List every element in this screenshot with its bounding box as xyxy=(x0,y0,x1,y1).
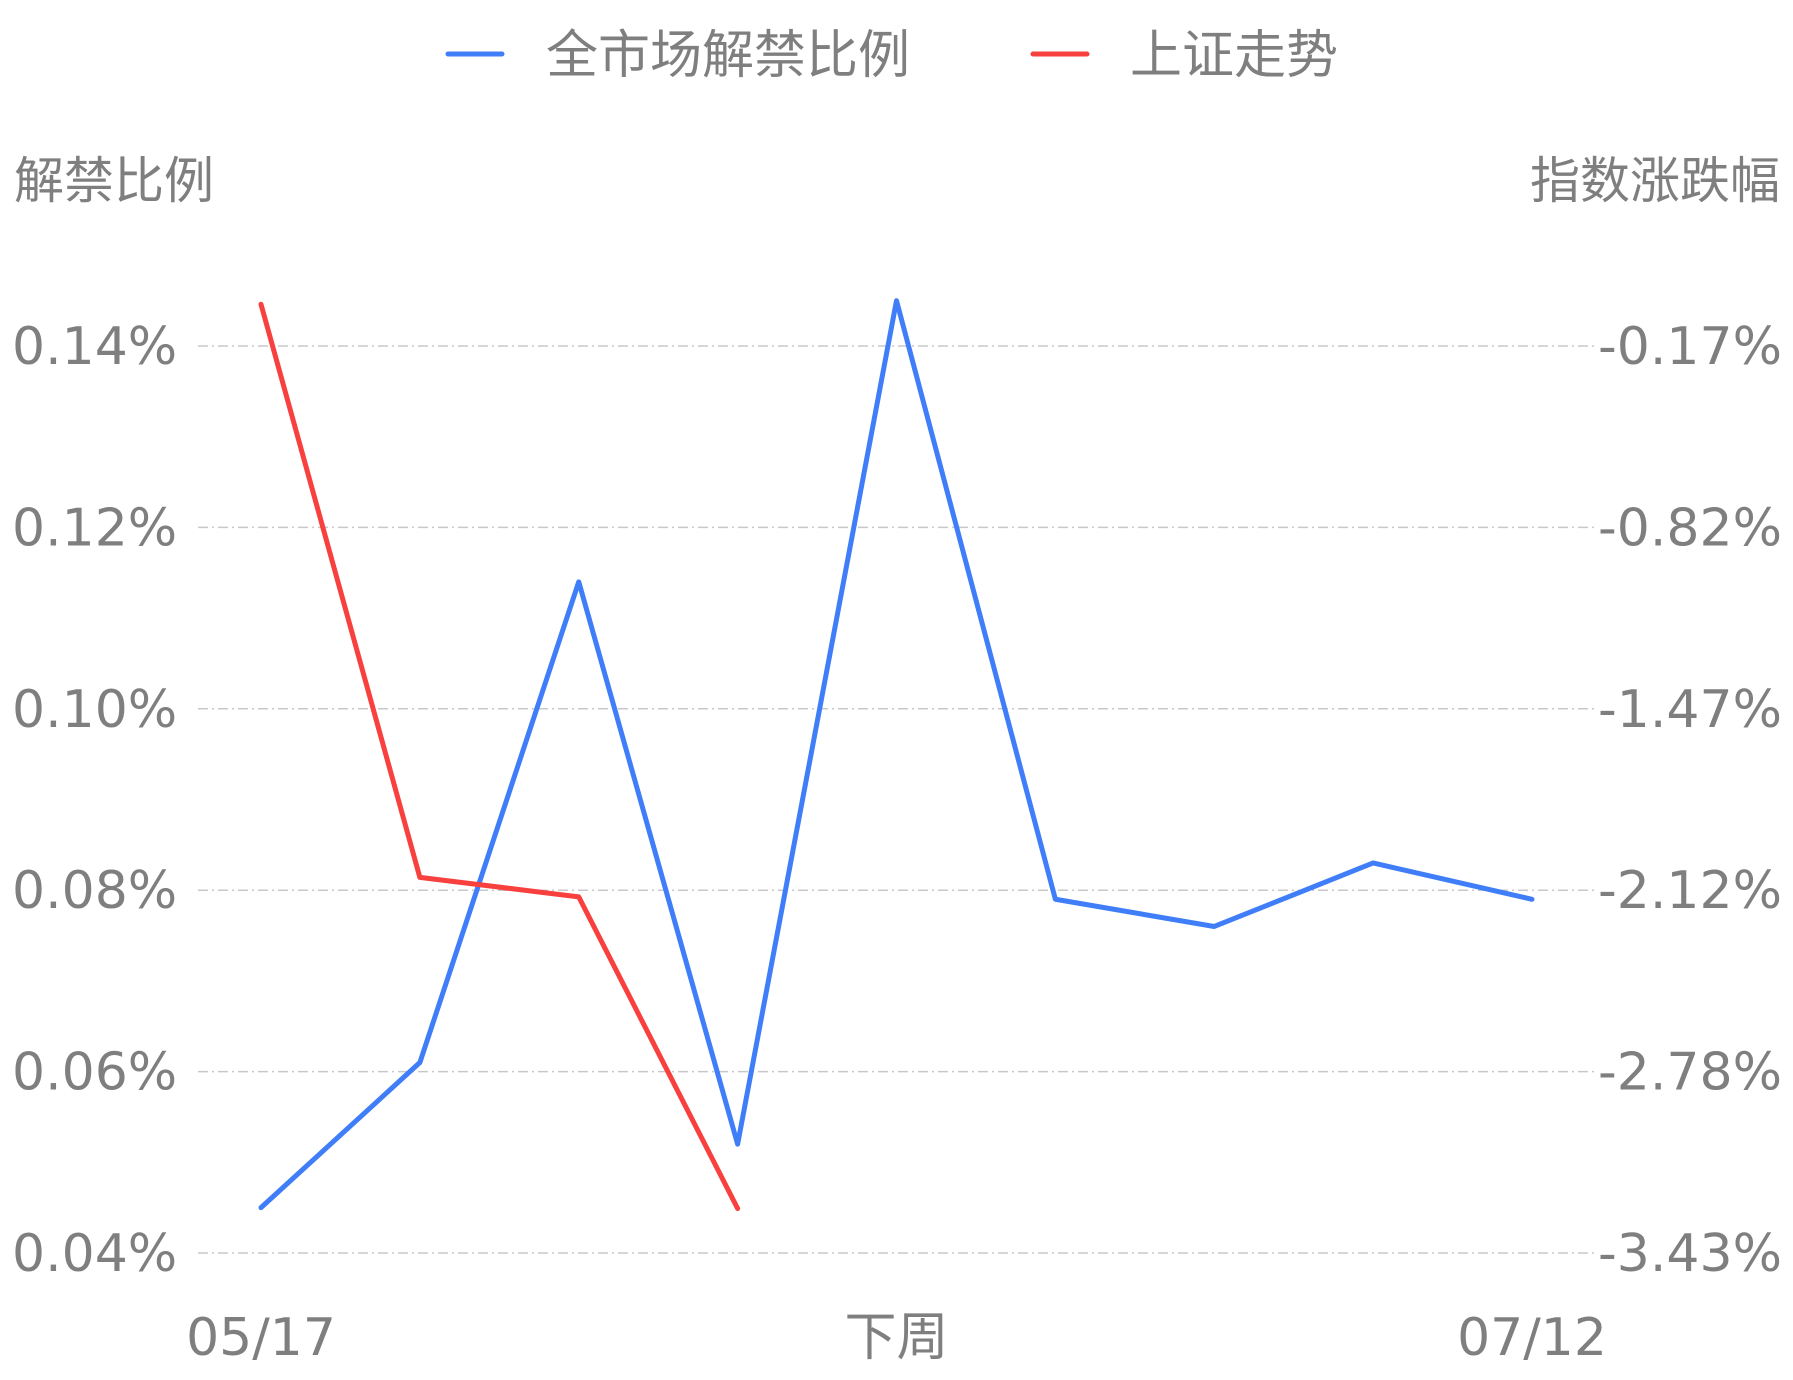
right-tick-label: -0.17% xyxy=(1598,317,1782,377)
series-line-1 xyxy=(258,301,741,1211)
legend: 全市场解禁比例 上证走势 xyxy=(445,26,1338,86)
left-tick-label: 0.10% xyxy=(12,680,177,740)
legend-label-unlock-ratio: 全市场解禁比例 xyxy=(546,26,910,86)
left-tick-label: 0.12% xyxy=(12,498,177,558)
right-tick-label: -2.12% xyxy=(1598,861,1782,921)
x-tick-label: 07/12 xyxy=(1457,1308,1607,1368)
legend-label-shanghai-trend: 上证走势 xyxy=(1130,26,1338,86)
right-tick-label: -0.82% xyxy=(1598,498,1782,558)
right-tick-label: -3.43% xyxy=(1598,1224,1782,1284)
left-axis-title: 解禁比例 xyxy=(14,152,214,210)
left-tick-label: 0.14% xyxy=(12,317,177,377)
right-axis-title: 指数涨跌幅 xyxy=(1530,152,1780,210)
left-tick-label: 0.04% xyxy=(12,1224,177,1284)
x-tick-label: 05/17 xyxy=(186,1308,336,1368)
left-tick-label: 0.08% xyxy=(12,861,177,921)
x-tick-label: 下周 xyxy=(844,1308,948,1368)
right-tick-label: -2.78% xyxy=(1598,1043,1782,1103)
right-tick-label: -1.47% xyxy=(1598,680,1782,740)
left-tick-label: 0.06% xyxy=(12,1043,177,1103)
